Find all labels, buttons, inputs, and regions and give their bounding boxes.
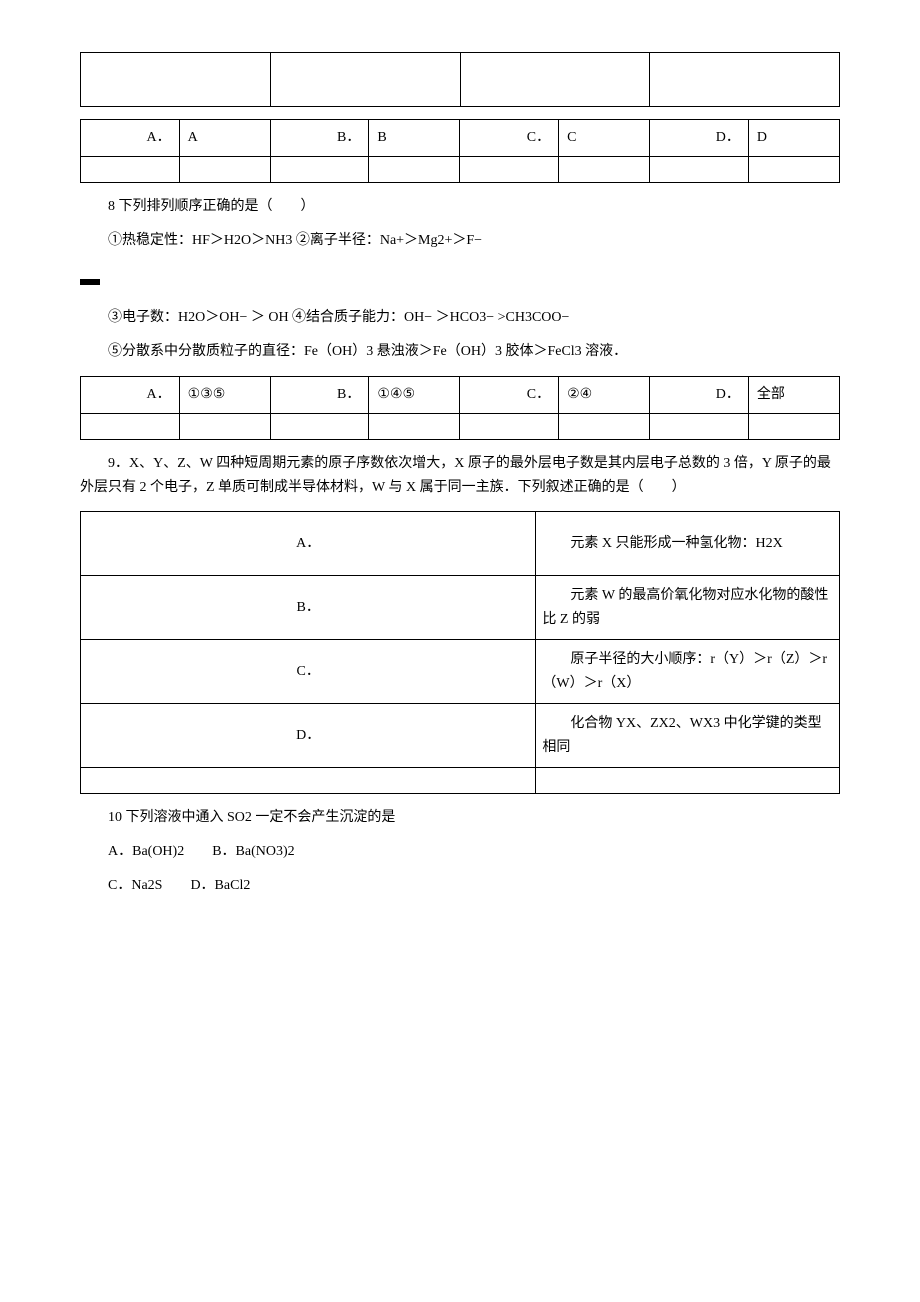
opt-label-b: B． [270,376,369,413]
q9-label-b: B． [81,576,536,640]
opt-val-d: 全部 [748,376,839,413]
opt-val-b: ①④⑤ [369,376,460,413]
opt-val-c: C [559,120,650,157]
table-cell [559,413,650,439]
opt-val-a: A [179,120,270,157]
q8-line2: ③电子数：H2O＞OH− ＞ OH ④结合质子能力：OH− ＞HCO3− >CH… [80,306,840,330]
q9-stem: 9．X、Y、Z、W 四种短周期元素的原子序数依次增大，X 原子的最外层电子数是其… [80,452,840,500]
table-cell [81,53,271,107]
table-cell [748,413,839,439]
q8-stem: 8 下列排列顺序正确的是（ ） [80,195,840,219]
table-cell [179,413,270,439]
opt-val-a: ①③⑤ [179,376,270,413]
table-cell [270,156,369,182]
blank-table-4col [80,52,840,107]
q7-options-table: A． A B． B C． C D． D [80,119,840,183]
table-cell [81,413,180,439]
q8-options-table: A． ①③⑤ B． ①④⑤ C． ②④ D． 全部 [80,376,840,440]
q10-stem: 10 下列溶液中通入 SO2 一定不会产生沉淀的是 [80,806,840,830]
table-cell [369,156,460,182]
table-cell [270,413,369,439]
q9-label-d: D． [81,704,536,768]
table-cell [81,156,180,182]
opt-val-b: B [369,120,460,157]
q9-label-a: A． [81,512,536,576]
table-cell [650,413,749,439]
table-cell [369,413,460,439]
table-cell [650,156,749,182]
q9-options-table: A． 元素 X 只能形成一种氢化物：H2X B． 元素 W 的最高价氧化物对应水… [80,511,840,794]
q8-dash: ▬ [80,262,840,296]
opt-val-c: ②④ [559,376,650,413]
table-cell [650,53,840,107]
opt-label-d: D． [650,376,749,413]
opt-label-a: A． [81,376,180,413]
q9-content-d: 化合物 YX、ZX2、WX3 中化学键的类型相同 [536,704,840,768]
table-cell [748,156,839,182]
opt-label-c: C． [460,376,559,413]
opt-label-a: A． [81,120,180,157]
q9-content-c: 原子半径的大小顺序：r（Y）＞r（Z）＞r（W）＞r（X） [536,640,840,704]
q9-content-a: 元素 X 只能形成一种氢化物：H2X [536,512,840,576]
q10-optCD: C．Na2S D．BaCl2 [80,874,840,898]
table-cell [270,53,460,107]
q8-line1: ①热稳定性：HF＞H2O＞NH3 ②离子半径：Na+＞Mg2+＞F− [80,229,840,253]
q10-optAB: A．Ba(OH)2 B．Ba(NO3)2 [80,840,840,864]
table-cell [460,53,650,107]
opt-label-b: B． [270,120,369,157]
opt-label-d: D． [650,120,749,157]
table-cell [536,768,840,794]
table-cell [460,156,559,182]
q8-line3: ⑤分散系中分散质粒子的直径：Fe（OH）3 悬浊液＞Fe（OH）3 胶体＞FeC… [80,340,840,364]
opt-label-c: C． [460,120,559,157]
opt-val-d: D [748,120,839,157]
table-cell [81,768,536,794]
q9-label-c: C． [81,640,536,704]
table-cell [559,156,650,182]
table-cell [460,413,559,439]
table-cell [179,156,270,182]
q9-content-b: 元素 W 的最高价氧化物对应水化物的酸性比 Z 的弱 [536,576,840,640]
